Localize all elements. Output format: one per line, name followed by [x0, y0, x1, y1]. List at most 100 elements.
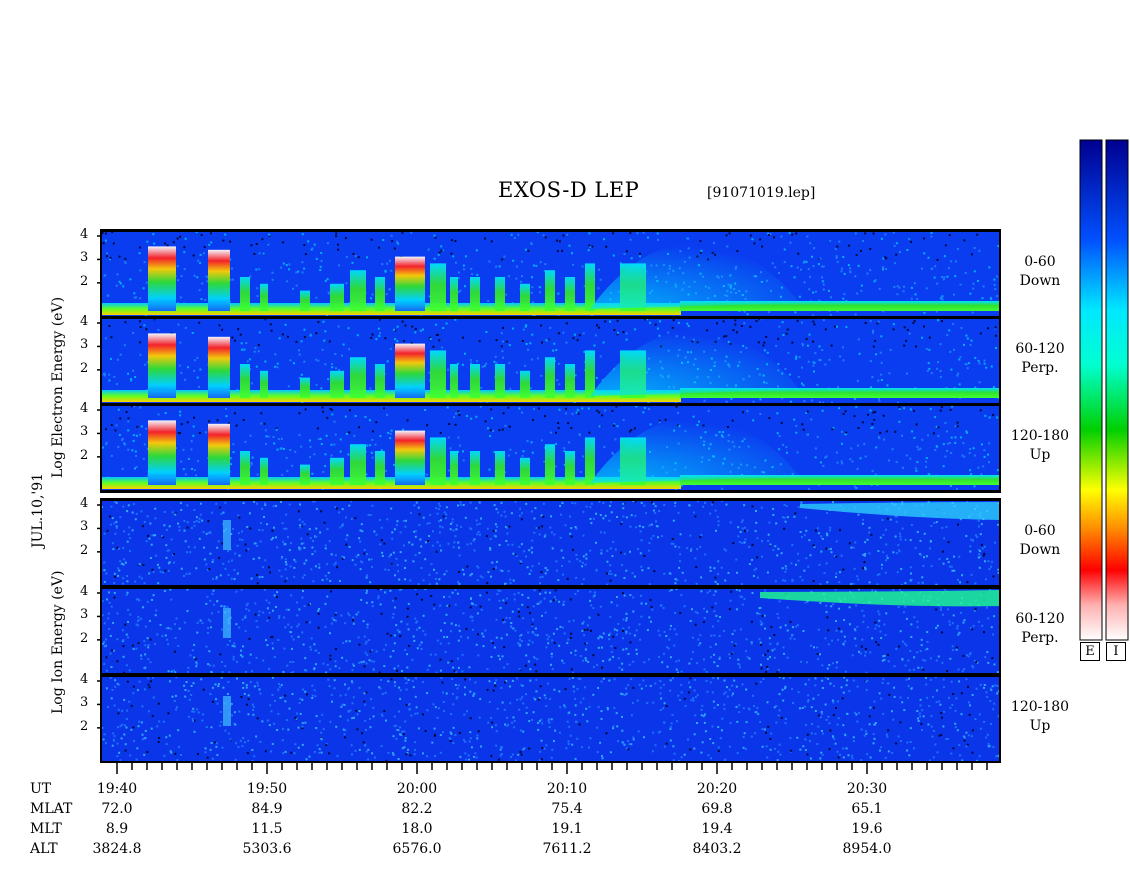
speckle [968, 713, 971, 716]
speckle [371, 430, 374, 433]
speckle [190, 440, 193, 443]
speckle [327, 291, 330, 294]
speckle [519, 507, 522, 510]
speckle [324, 625, 327, 628]
speckle [895, 242, 898, 245]
speckle [627, 652, 630, 655]
speckle [243, 348, 246, 351]
speckle [264, 429, 267, 432]
speckle [501, 701, 504, 704]
speckle [338, 580, 341, 582]
speckle [454, 240, 457, 242]
speckle [432, 345, 435, 348]
speckle [928, 705, 931, 708]
speckle [679, 612, 682, 615]
speckle [831, 428, 834, 431]
speckle [226, 643, 229, 646]
speckle [461, 568, 464, 571]
speckle [795, 625, 798, 628]
speckle [534, 314, 536, 317]
speckle [936, 258, 939, 261]
speckle [860, 645, 863, 648]
speckle [851, 757, 854, 760]
speckle [261, 566, 264, 569]
speckle [255, 268, 258, 271]
speckle [988, 461, 990, 464]
speckle [739, 595, 742, 598]
speckle [562, 556, 565, 559]
speckle [835, 451, 838, 454]
speckle [944, 422, 947, 424]
speckle [301, 401, 304, 404]
speckle [987, 617, 990, 620]
speckle [517, 610, 520, 613]
speckle [413, 530, 416, 533]
speckle [280, 437, 283, 440]
speckle [440, 249, 443, 252]
speckle [829, 313, 832, 316]
speckle [734, 323, 737, 326]
speckle [313, 668, 316, 671]
speckle [310, 248, 313, 251]
speckle [671, 538, 674, 540]
speckle [143, 753, 146, 756]
speckle [517, 642, 519, 645]
speckle [239, 333, 242, 336]
speckle [359, 568, 362, 571]
speckle [193, 656, 196, 659]
speckle [809, 275, 812, 278]
speckle [420, 545, 423, 548]
speckle [515, 554, 518, 557]
speckle [560, 549, 563, 552]
speckle [809, 242, 812, 245]
speckle [133, 405, 136, 408]
speckle [914, 467, 917, 470]
speckle [330, 443, 333, 446]
speckle [206, 280, 209, 283]
speckle [502, 412, 505, 415]
speckle [948, 329, 951, 332]
speckle [379, 603, 382, 606]
speckle [812, 361, 815, 364]
speckle [878, 613, 881, 616]
speckle [308, 439, 311, 442]
speckle [440, 629, 443, 632]
speckle [254, 613, 257, 616]
speckle [300, 542, 303, 545]
speckle [365, 662, 368, 665]
speckle [879, 749, 881, 752]
speckle [135, 647, 138, 650]
speckle [504, 515, 507, 518]
speckle [281, 333, 284, 336]
speckle [378, 686, 381, 689]
speckle [345, 659, 348, 662]
speckle [738, 589, 741, 592]
speckle [612, 635, 615, 638]
speckle [641, 569, 644, 572]
speckle [227, 422, 230, 425]
speckle [886, 517, 889, 520]
speckle [627, 626, 630, 629]
speckle [678, 560, 681, 563]
speckle [863, 734, 866, 737]
speckle [226, 692, 229, 695]
speckle [596, 664, 599, 667]
speckle [422, 630, 425, 633]
speckle [426, 522, 429, 525]
speckle [812, 364, 815, 367]
speckle [789, 400, 792, 403]
speckle [365, 640, 368, 643]
speckle [445, 513, 448, 516]
ion-feature [223, 520, 231, 550]
speckle [283, 616, 286, 619]
speckle [418, 513, 421, 516]
speckle [869, 651, 872, 654]
speckle [610, 501, 612, 504]
speckle [895, 647, 898, 650]
speckle [700, 714, 703, 717]
speckle [885, 612, 888, 615]
speckle [868, 531, 871, 534]
speckle [839, 571, 841, 574]
speckle [330, 408, 333, 411]
speckle [789, 241, 792, 244]
